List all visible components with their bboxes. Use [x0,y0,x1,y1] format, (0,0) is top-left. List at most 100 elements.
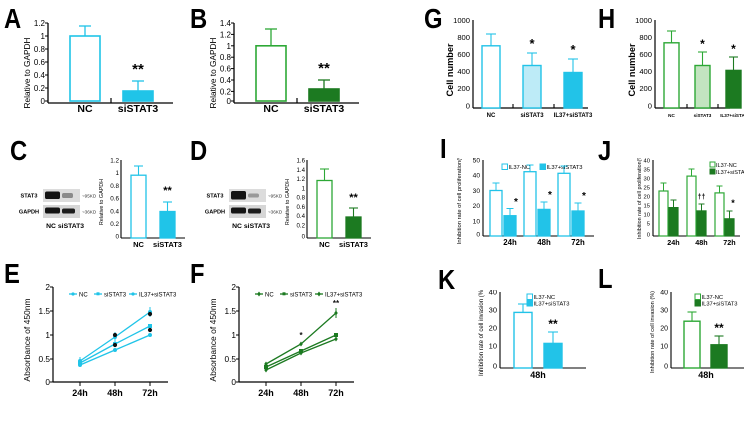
svg-text:0: 0 [647,233,650,239]
svg-text:STAT3: STAT3 [207,194,224,200]
svg-text:1: 1 [227,42,232,51]
svg-text:24h: 24h [72,388,88,398]
svg-text:10: 10 [660,344,668,351]
svg-text:10: 10 [489,342,497,351]
svg-text:siSTAT3: siSTAT3 [290,292,313,298]
svg-text:40: 40 [660,290,668,297]
svg-text:10: 10 [644,213,650,219]
svg-text:600: 600 [639,50,652,59]
svg-text:siSTAT3: siSTAT3 [339,240,368,249]
svg-text:IL37+siSTAT3: IL37+siSTAT3 [139,292,177,298]
svg-text:0.8: 0.8 [110,183,119,190]
svg-text:1.2: 1.2 [220,30,232,39]
svg-text:0.5: 0.5 [38,354,50,364]
svg-text:*: * [731,42,736,56]
svg-text:Relative to GAPDH: Relative to GAPDH [285,179,291,225]
svg-text:800: 800 [457,33,470,42]
svg-text:IL37+siSTAT3: IL37+siSTAT3 [702,301,738,307]
svg-text:0: 0 [45,377,50,387]
svg-text:*: * [570,42,576,57]
svg-text:**: ** [349,192,358,204]
svg-text:0.6: 0.6 [297,204,306,211]
svg-text:*: * [529,36,535,51]
svg-text:NC: NC [487,113,496,119]
svg-text:0.4: 0.4 [220,76,232,85]
svg-text:**: ** [714,321,724,335]
svg-text:††: †† [698,194,706,201]
svg-text:30: 30 [660,308,668,315]
svg-text:48h: 48h [293,388,309,398]
svg-text:25: 25 [644,186,650,192]
svg-text:*: * [548,190,552,201]
svg-text:20: 20 [660,326,668,333]
svg-text:**: ** [132,61,144,78]
svg-text:1.6: 1.6 [297,158,306,165]
svg-text:Inhibition rate of cell invasi: Inhibition rate of cell invasion (%) [650,291,656,373]
svg-text:0.8: 0.8 [220,53,232,62]
svg-text:0: 0 [41,97,46,106]
svg-text:Relative to GAPDH: Relative to GAPDH [208,37,218,108]
svg-text:0: 0 [493,362,497,371]
svg-text:0.2: 0.2 [110,221,119,228]
svg-text:IL37+siSTAT3: IL37+siSTAT3 [325,292,363,298]
svg-text:0: 0 [302,234,306,241]
svg-text:1: 1 [231,330,236,340]
svg-text:Absorbance of 450nm: Absorbance of 450nm [208,298,218,381]
svg-text:NC: NC [265,292,274,298]
svg-text:200: 200 [457,84,470,93]
svg-text:**: ** [318,60,330,77]
svg-text:Inhibition rate of cell prolif: Inhibition rate of cell proliferation(%) [637,158,643,239]
svg-text:30: 30 [644,177,650,183]
svg-text:1.2: 1.2 [110,158,119,165]
svg-text:40: 40 [489,290,497,297]
svg-text:siSTAT3: siSTAT3 [104,292,127,298]
svg-text:Relative to GAPDH: Relative to GAPDH [22,37,32,108]
svg-text:IL37-NC: IL37-NC [702,295,724,301]
svg-text:NC: NC [668,113,675,118]
svg-text:NC: NC [79,292,88,298]
svg-text:Cell number: Cell number [445,43,455,97]
svg-text:Cell number: Cell number [627,43,637,97]
svg-text:NC: NC [133,240,144,249]
svg-text:siSTAT3: siSTAT3 [694,113,712,118]
svg-text:**: ** [548,317,558,331]
svg-text:0.6: 0.6 [220,65,232,74]
svg-text:IL37+siSTAT3: IL37+siSTAT3 [534,301,570,307]
svg-text:NC: NC [46,223,56,230]
svg-text:1000: 1000 [453,18,470,25]
svg-text:siSTAT3: siSTAT3 [118,103,159,113]
svg-text:20: 20 [644,195,650,201]
svg-text:1.5: 1.5 [224,306,236,316]
svg-text:24h: 24h [667,238,679,247]
svg-text:0.6: 0.6 [34,58,46,67]
svg-text:1.2: 1.2 [297,176,306,183]
svg-text:siSTAT3: siSTAT3 [58,223,84,230]
svg-text:200: 200 [639,84,652,93]
svg-text:0.8: 0.8 [297,195,306,202]
svg-text:0: 0 [648,102,652,111]
svg-text:IL37+siSTAT3: IL37+siSTAT3 [716,170,744,176]
svg-text:0: 0 [476,232,480,239]
svg-text:48h: 48h [695,238,707,247]
svg-text:30: 30 [489,306,497,315]
svg-text:0.4: 0.4 [110,208,119,215]
svg-text:50: 50 [473,158,481,165]
svg-text:siSTAT3: siSTAT3 [244,223,270,230]
svg-text:5: 5 [647,222,650,228]
svg-text:1.2: 1.2 [34,19,46,28]
svg-text:0.2: 0.2 [220,87,232,96]
svg-text:40: 40 [473,173,481,180]
svg-text:0: 0 [115,234,119,241]
svg-text:1: 1 [302,185,306,192]
svg-text:NC: NC [77,103,93,113]
svg-text:IL37+siSTAT3: IL37+siSTAT3 [720,113,744,118]
svg-text:24h: 24h [503,238,517,247]
svg-text:1: 1 [45,330,50,340]
svg-text:400: 400 [457,67,470,76]
svg-text:72h: 72h [571,238,585,247]
svg-text:NC: NC [263,103,279,113]
svg-text:IL37-NC: IL37-NC [509,165,531,171]
svg-text:800: 800 [639,33,652,42]
svg-text:0.5: 0.5 [224,354,236,364]
svg-text:0: 0 [466,102,470,111]
